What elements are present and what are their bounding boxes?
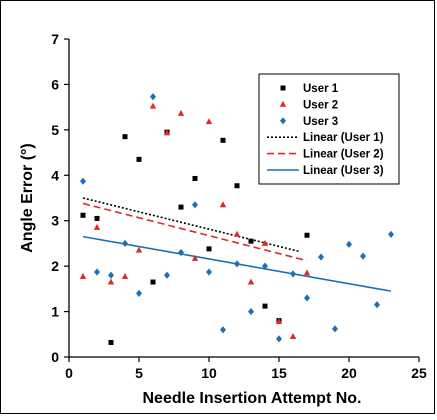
x-tick-label: 0	[65, 365, 73, 381]
data-point-triangle	[275, 317, 283, 324]
data-point-square	[150, 279, 156, 285]
x-tick-label: 10	[201, 365, 217, 381]
data-point-triangle	[205, 118, 213, 125]
data-point-diamond	[290, 270, 296, 278]
data-point-triangle	[79, 272, 87, 279]
data-point-triangle	[261, 239, 269, 246]
data-point-square	[122, 134, 128, 140]
data-point-diamond	[206, 268, 212, 276]
data-point-diamond	[248, 307, 254, 316]
data-point-diamond	[80, 177, 86, 185]
data-point-diamond	[234, 260, 240, 268]
x-tick-label: 20	[341, 365, 357, 381]
data-point-square	[262, 303, 268, 309]
data-point-square	[80, 212, 86, 218]
data-point-diamond	[304, 294, 310, 302]
y-tick-label: 6	[51, 76, 59, 92]
data-point-diamond	[318, 253, 324, 261]
data-points	[79, 93, 394, 345]
data-point-triangle	[135, 246, 143, 253]
data-point-triangle	[107, 278, 115, 285]
data-point-diamond	[262, 262, 268, 270]
data-point-diamond	[164, 271, 170, 279]
data-point-triangle	[247, 278, 255, 285]
data-point-square	[304, 232, 310, 238]
data-point-diamond	[178, 248, 184, 257]
data-point-square	[178, 204, 184, 210]
data-point-diamond	[136, 289, 142, 297]
data-point-diamond	[220, 326, 226, 334]
data-point-diamond	[346, 240, 352, 248]
data-point-square	[108, 339, 114, 345]
data-point-square	[192, 175, 198, 181]
data-point-triangle	[149, 102, 157, 109]
y-tick-label: 1	[51, 304, 59, 320]
y-tick-label: 7	[51, 31, 59, 47]
x-axis-title: Needle Insertion Attempt No.	[143, 390, 362, 407]
data-point-diamond	[332, 325, 338, 333]
y-tick-label: 5	[51, 122, 59, 138]
data-point-square	[136, 156, 142, 162]
data-point-triangle	[303, 269, 311, 276]
legend-label: Linear (User 2)	[303, 149, 384, 161]
legend-label: Linear (User 3)	[303, 165, 384, 177]
data-point-square	[234, 183, 240, 189]
data-point-triangle	[289, 332, 297, 339]
x-tick-label: 5	[135, 365, 143, 381]
axes: 0 5 10 15 20 25 0 1 2 3 4 5 6 7	[51, 31, 427, 381]
data-point-triangle	[191, 254, 199, 261]
data-point-diamond	[150, 93, 156, 101]
x-tick-label: 15	[271, 365, 287, 381]
data-point-diamond	[192, 201, 198, 209]
data-point-diamond	[374, 301, 380, 309]
data-point-square	[248, 238, 254, 244]
trendline-dashed	[82, 202, 308, 262]
y-axis-title: Angle Error (°)	[19, 143, 36, 253]
data-point-diamond	[276, 335, 282, 343]
trendlines	[82, 197, 392, 292]
data-point-triangle	[233, 230, 241, 237]
legend-swatch-triangle	[279, 100, 287, 107]
data-point-square	[206, 246, 212, 252]
trendline-dotted	[82, 197, 301, 253]
data-point-triangle	[93, 223, 101, 230]
data-point-triangle	[121, 272, 129, 279]
legend: User 1 User 2 User 3 Linear (User 1) Linear …	[258, 73, 400, 185]
data-point-diamond	[108, 271, 114, 279]
data-point-triangle	[163, 129, 171, 136]
data-point-triangle	[219, 201, 227, 208]
data-point-diamond	[122, 239, 128, 248]
data-point-triangle	[177, 109, 185, 116]
y-tick-label: 4	[51, 167, 59, 183]
legend-label: User 1	[303, 83, 339, 95]
legend-swatch-square	[280, 85, 286, 91]
y-tick-label: 2	[51, 258, 59, 274]
data-point-square	[94, 215, 100, 221]
y-tick-label: 0	[51, 349, 59, 365]
legend-box	[258, 73, 400, 185]
data-point-square	[220, 137, 226, 143]
legend-label: Linear (User 1)	[303, 132, 384, 144]
legend-swatch-diamond	[280, 117, 286, 125]
x-tick-label: 25	[411, 365, 427, 381]
legend-label: User 3	[303, 116, 338, 128]
data-point-diamond	[94, 268, 100, 276]
y-tick-label: 3	[51, 213, 59, 229]
data-point-diamond	[388, 230, 394, 238]
data-point-diamond	[360, 252, 366, 260]
legend-label: User 2	[303, 99, 338, 111]
